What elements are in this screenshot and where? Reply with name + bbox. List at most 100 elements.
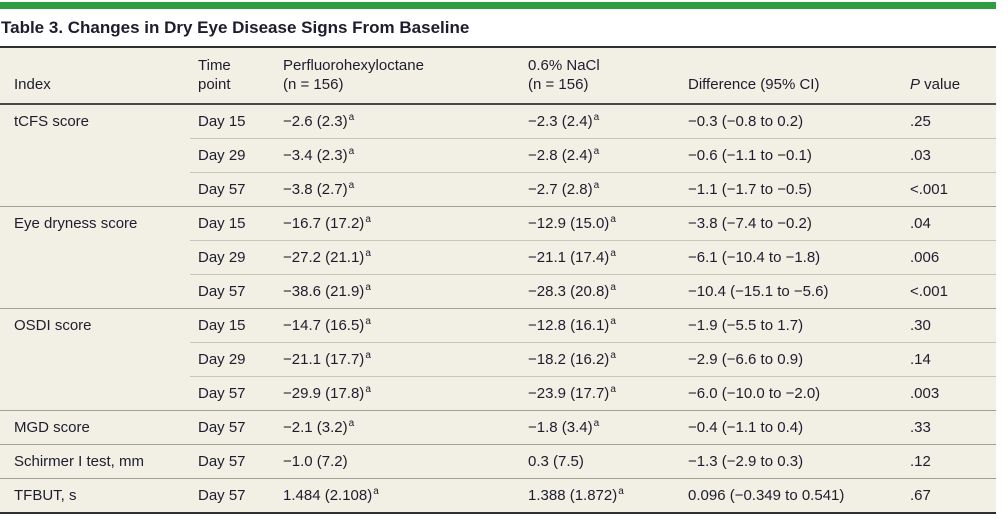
row-index-cell: Schirmer I test, mm <box>0 444 190 479</box>
time-point-cell: Day 15 <box>190 308 275 343</box>
pfho-value: −3.4 (2.3) <box>283 147 348 164</box>
footnote-a-marker: a <box>610 316 616 327</box>
nacl-cell: −23.9 (17.7)a <box>520 376 680 411</box>
pfho-value: −27.2 (21.1) <box>283 249 365 266</box>
row-index-cell-empty <box>0 377 190 411</box>
table-row: Day 29 −27.2 (21.1)a −21.1 (17.4)a −6.1 … <box>0 240 996 275</box>
footnote-a-marker: a <box>610 350 616 361</box>
row-index-cell: TFBUT, s <box>0 478 190 513</box>
pfho-value: −16.7 (17.2) <box>283 215 365 232</box>
footnote-a-marker: a <box>610 282 616 293</box>
pfho-cell: −14.7 (16.5)a <box>275 308 520 343</box>
pfho-cell: −21.1 (17.7)a <box>275 342 520 377</box>
nacl-cell: 0.3 (7.5) <box>520 444 680 479</box>
accent-bar <box>0 2 996 9</box>
difference-cell: 0.096 (−0.349 to 0.541) <box>680 478 902 513</box>
footnote-a-marker: a <box>610 384 616 395</box>
pfho-cell: −3.4 (2.3)a <box>275 138 520 173</box>
nacl-cell: −18.2 (16.2)a <box>520 342 680 377</box>
col-header-time-point: Time point <box>190 47 275 105</box>
time-point-cell: Day 15 <box>198 113 246 130</box>
pfho-cell: −2.6 (2.3)a <box>275 104 520 139</box>
nacl-value: −21.1 (17.4) <box>528 249 610 266</box>
time-point-cell: Day 15 <box>190 206 275 241</box>
col-header-pvalue-rest: value <box>920 76 961 93</box>
nacl-value: −18.2 (16.2) <box>528 351 610 368</box>
footnote-a-marker: a <box>348 180 355 191</box>
difference-cell: −0.3 (−0.8 to 0.2) <box>688 113 804 130</box>
col-header-pfho-line1: Perfluorohexyloctane <box>283 57 424 74</box>
pfho-cell: −3.8 (2.7)a <box>275 172 520 207</box>
nacl-value: −28.3 (20.8) <box>528 283 610 300</box>
pfho-value: −2.6 (2.3) <box>283 113 348 130</box>
time-point-cell: Day 29 <box>190 240 275 275</box>
pvalue-cell: .33 <box>902 410 996 445</box>
pfho-cell: −38.6 (21.9)a <box>275 274 520 309</box>
difference-cell: −0.6 (−1.1 to −0.1) <box>680 138 902 173</box>
nacl-cell: −2.3 (2.4)a <box>520 104 680 139</box>
nacl-value: −2.8 (2.4) <box>528 147 593 164</box>
time-point-cell: Day 29 <box>190 138 275 173</box>
footnote-a-marker: a <box>593 418 600 429</box>
nacl-value: 1.388 (1.872) <box>528 487 618 504</box>
dry-eye-signs-table: Index Time point Perfluorohexyloctane (n… <box>0 46 996 514</box>
table-row: Day 57 −3.8 (2.7)a −2.7 (2.8)a −1.1 (−1.… <box>0 172 996 207</box>
col-header-time-line1: Time <box>198 57 231 74</box>
footnote-a-marker: a <box>593 112 600 123</box>
time-point-cell: Day 57 <box>190 274 275 309</box>
col-header-perfluorohexyloctane: Perfluorohexyloctane (n = 156) <box>275 47 520 105</box>
footnote-a-marker: a <box>373 486 379 497</box>
pfho-cell: −29.9 (17.8)a <box>275 376 520 411</box>
pfho-cell: −1.0 (7.2) <box>275 444 520 479</box>
time-point-cell: Day 57 <box>190 410 275 445</box>
table-row: Day 57 −38.6 (21.9)a −28.3 (20.8)a −10.4… <box>0 274 996 309</box>
nacl-cell: −2.8 (2.4)a <box>520 138 680 173</box>
row-index-cell: tCFS score <box>14 113 90 131</box>
pfho-value: −1.0 (7.2) <box>283 453 348 470</box>
nacl-value: 0.3 (7.5) <box>528 453 584 470</box>
col-header-nacl-line1: 0.6% NaCl <box>528 57 600 74</box>
footnote-a-marker: a <box>348 418 355 429</box>
table-body: tCFS score Day 15 −2.6 (2.3)a −2.3 (2.4)… <box>0 104 996 513</box>
pvalue-cell: .25 <box>910 113 931 130</box>
time-point-cell: Day 29 <box>190 342 275 377</box>
nacl-cell: −1.8 (3.4)a <box>520 410 680 445</box>
pvalue-cell: .04 <box>902 206 996 241</box>
difference-cell: −1.3 (−2.9 to 0.3) <box>680 444 902 479</box>
time-point-cell: Day 57 <box>190 444 275 479</box>
pfho-value: −3.8 (2.7) <box>283 181 348 198</box>
difference-cell: −1.9 (−5.5 to 1.7) <box>680 308 902 343</box>
footnote-a-marker: a <box>365 214 371 225</box>
nacl-cell: 1.388 (1.872)a <box>520 478 680 513</box>
col-header-index: Index <box>0 47 190 105</box>
time-point-cell: Day 57 <box>190 478 275 513</box>
footnote-a-marker: a <box>610 248 616 259</box>
nacl-cell: −2.7 (2.8)a <box>520 172 680 207</box>
footnote-a-marker: a <box>610 214 616 225</box>
pvalue-cell: <.001 <box>902 274 996 309</box>
nacl-value: −2.3 (2.4) <box>528 113 593 130</box>
pvalue-cell: .03 <box>902 138 996 173</box>
pfho-value: −14.7 (16.5) <box>283 317 365 334</box>
row-index-cell: MGD score <box>0 410 190 445</box>
pfho-value: −29.9 (17.8) <box>283 385 365 402</box>
footnote-a-marker: a <box>365 248 371 259</box>
difference-cell: −10.4 (−15.1 to −5.6) <box>680 274 902 309</box>
footnote-a-marker: a <box>593 180 600 191</box>
col-header-index-label: Index <box>14 76 51 93</box>
nacl-cell: −28.3 (20.8)a <box>520 274 680 309</box>
row-index-cell: Eye dryness score <box>0 206 190 241</box>
table-row: Day 29 −3.4 (2.3)a −2.8 (2.4)a −0.6 (−1.… <box>0 138 996 173</box>
row-index-cell-empty <box>0 173 190 207</box>
table-row: OSDI score Day 15 −14.7 (16.5)a −12.8 (1… <box>0 308 996 343</box>
pfho-cell: 1.484 (2.108)a <box>275 478 520 513</box>
pfho-value: −38.6 (21.9) <box>283 283 365 300</box>
row-index-cell-empty <box>0 241 190 275</box>
pfho-cell: −2.1 (3.2)a <box>275 410 520 445</box>
header-row: Index Time point Perfluorohexyloctane (n… <box>0 47 996 105</box>
footnote-a-marker: a <box>365 350 371 361</box>
nacl-cell: −12.8 (16.1)a <box>520 308 680 343</box>
nacl-value: −12.8 (16.1) <box>528 317 610 334</box>
nacl-value: −12.9 (15.0) <box>528 215 610 232</box>
difference-cell: −0.4 (−1.1 to 0.4) <box>680 410 902 445</box>
